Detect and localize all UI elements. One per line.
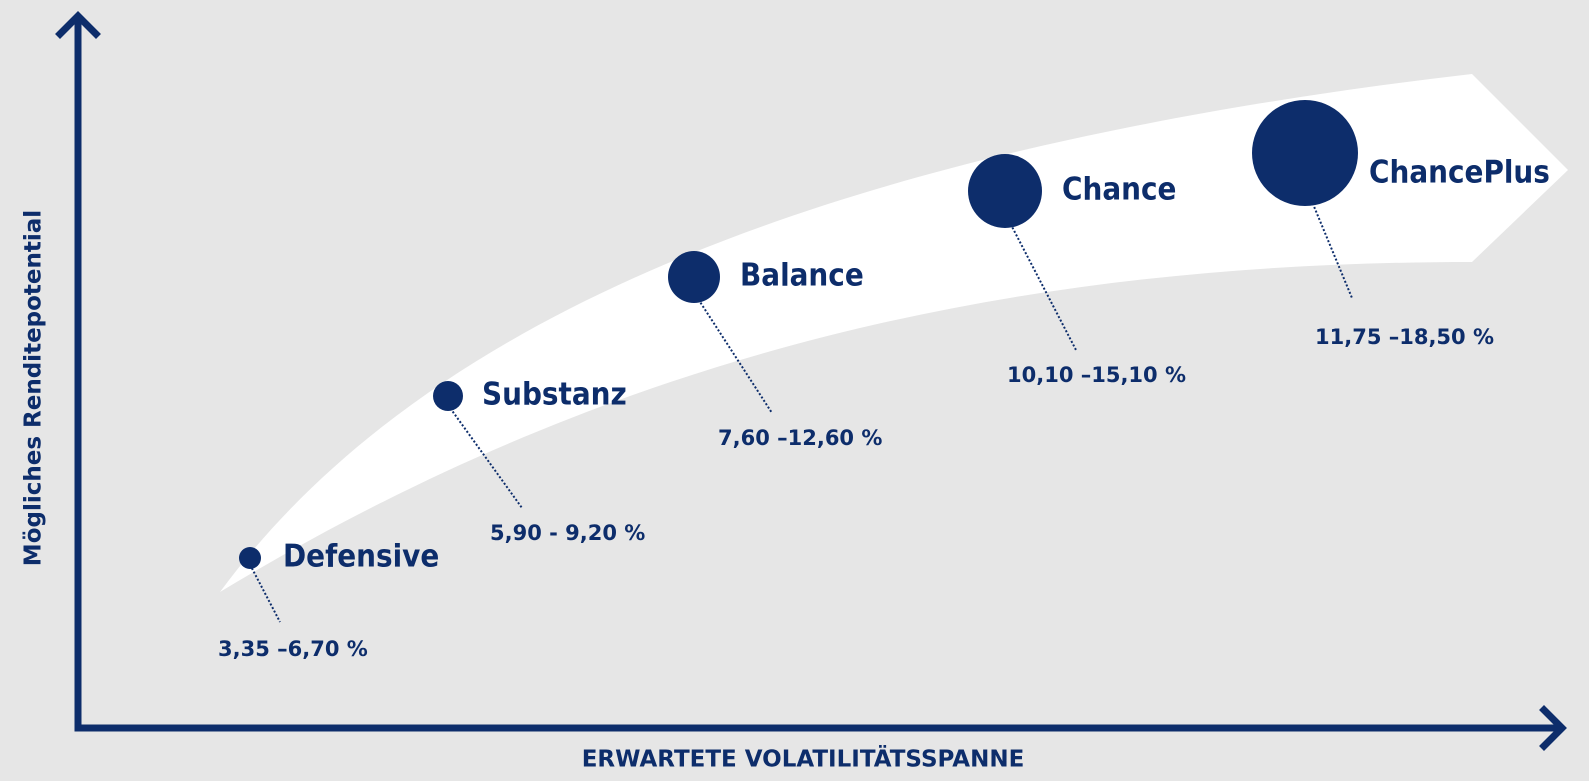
item-name: Balance	[740, 258, 864, 294]
items: Defensive 3,35 –6,70 % Substanz 5,90 - 9,20…	[218, 100, 1550, 661]
item-name: Substanz	[482, 377, 627, 413]
dot	[1252, 100, 1358, 206]
item-range: 3,35 –6,70 %	[218, 637, 368, 661]
item-name: Defensive	[283, 539, 439, 575]
leader-line	[249, 564, 281, 623]
y-axis-label: Mögliches Renditepotential	[21, 210, 47, 566]
dot	[668, 251, 720, 303]
item-range: 11,75 –18,50 %	[1315, 325, 1494, 349]
dot	[433, 381, 463, 411]
leader-line	[1004, 212, 1077, 351]
x-axis-label: ERWARTETE VOLATILITÄTSSPANNE	[582, 745, 1025, 773]
item-range: 7,60 –12,60 %	[718, 426, 882, 450]
leader-line	[447, 404, 523, 509]
y-axis	[55, 11, 101, 732]
x-axis	[74, 705, 1567, 751]
swoosh	[220, 74, 1568, 592]
item-range: 10,10 –15,10 %	[1007, 363, 1186, 387]
dot	[968, 154, 1042, 228]
item-name: ChancePlus	[1369, 155, 1550, 191]
item-range: 5,90 - 9,20 %	[490, 521, 645, 545]
dot	[239, 547, 261, 569]
item-name: Chance	[1062, 172, 1176, 208]
